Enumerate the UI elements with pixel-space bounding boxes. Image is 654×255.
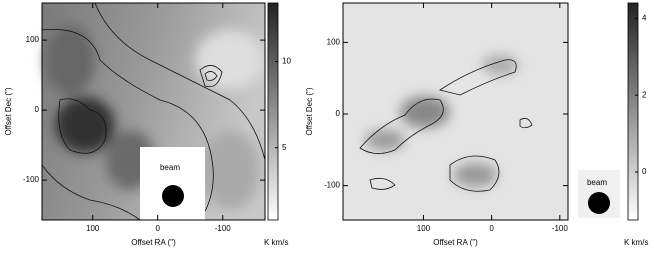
- beam-label: beam: [587, 178, 607, 187]
- x-tick-label: 100: [417, 224, 431, 233]
- y-tick-label: 0: [35, 105, 40, 114]
- colorbar-tick-label: 5: [282, 143, 287, 152]
- colorbar: [267, 2, 279, 221]
- beam-label: beam: [160, 163, 180, 172]
- y-tick-label: 0: [336, 109, 341, 118]
- beam-ellipse: [588, 192, 610, 214]
- x-tick-label: -100: [215, 224, 232, 233]
- x-tick-label: -100: [552, 224, 569, 233]
- colorbar: [627, 2, 639, 221]
- colorbar-tick-label: 0: [642, 167, 647, 176]
- beam-box: [140, 147, 205, 220]
- map-left: [41, 2, 266, 221]
- y-tick-label: 100: [26, 35, 40, 44]
- x-axis-label: Offset RA ("): [131, 238, 176, 247]
- y-tick-label: -100: [23, 175, 40, 184]
- colorbar-tick-label: 2: [642, 90, 647, 99]
- y-tick-label: -100: [324, 181, 341, 190]
- colorbar-label: K km/s: [264, 238, 288, 247]
- y-axis-label: Offset Dec ("): [4, 87, 13, 135]
- plot-frame: [41, 2, 266, 221]
- colorbar-label: K km/s: [624, 238, 648, 247]
- x-tick-label: 0: [489, 224, 494, 233]
- plot-frame: [342, 2, 569, 221]
- colorbar-tick-label: 10: [282, 57, 291, 66]
- colorbar-tick-label: 4: [642, 13, 647, 22]
- beam-ellipse: [162, 185, 184, 207]
- y-axis-label: Offset Dec ("): [305, 87, 314, 135]
- map-right: [343, 3, 620, 220]
- x-tick-label: 0: [155, 224, 160, 233]
- y-tick-label: 100: [327, 37, 341, 46]
- x-axis-label: Offset RA ("): [433, 238, 478, 247]
- x-tick-label: 100: [86, 224, 100, 233]
